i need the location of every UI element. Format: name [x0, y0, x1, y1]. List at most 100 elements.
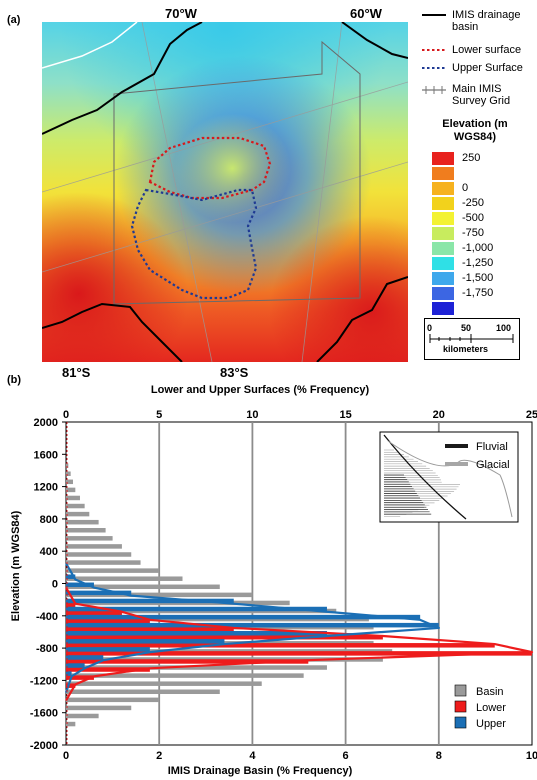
bar-basin	[66, 552, 132, 557]
bottom-tick-label: 4	[249, 750, 256, 762]
bar-basin	[66, 673, 304, 678]
legend-swatch-upper	[454, 716, 467, 729]
y-tick-label: 1600	[34, 449, 58, 461]
bar-basin	[66, 536, 113, 541]
elevation-swatch-label: -750	[462, 227, 485, 239]
elevation-swatch	[432, 287, 454, 300]
bar-upper	[66, 655, 104, 660]
lon-label-60w: 60°W	[350, 6, 382, 21]
elevation-swatch	[432, 212, 454, 225]
lat-label-83s: 83°S	[220, 365, 249, 380]
y-tick-label: -1200	[30, 675, 58, 687]
bar-lower	[66, 634, 383, 640]
scale-bar-box: 0 50 100 kilometers	[424, 318, 520, 360]
elevation-swatch-label: -1,750	[462, 287, 494, 299]
bottom-axis-title: IMIS Drainage Basin (% Frequency)	[167, 765, 353, 777]
bar-upper	[66, 590, 132, 596]
bar-basin	[66, 665, 327, 670]
bar-basin	[66, 592, 253, 598]
bar-basin	[66, 544, 122, 549]
lat-label-81s: 81°S	[62, 365, 91, 380]
legend-label-basin: Basin	[476, 686, 504, 698]
bar-lower	[66, 626, 234, 632]
legend-label-lower: Lower	[476, 702, 506, 714]
bar-basin	[66, 721, 76, 727]
elevation-swatch-label: -1,250	[462, 257, 494, 269]
bottom-tick-label: 10	[526, 750, 537, 762]
bar-lower	[66, 683, 76, 688]
bar-upper	[66, 639, 225, 644]
legend-swatch-basin	[454, 684, 467, 697]
top-tick-label: 5	[156, 409, 162, 421]
elevation-swatch	[432, 257, 454, 270]
bar-lower	[66, 618, 150, 624]
bar-upper	[66, 622, 439, 628]
lon-label-70w: 70°W	[165, 6, 197, 21]
bar-basin	[66, 463, 69, 468]
y-tick-label: -1600	[30, 708, 58, 720]
inset-glacial-curve	[387, 440, 513, 518]
bar-lower	[66, 651, 532, 656]
bar-upper	[66, 630, 327, 636]
scale-tick-100: 100	[496, 323, 512, 333]
bar-basin	[66, 560, 141, 565]
bar-basin	[66, 689, 220, 695]
bar-upper	[66, 647, 150, 652]
bar-upper	[66, 574, 76, 579]
bar-upper	[66, 598, 234, 604]
elevation-swatch-label: 250	[462, 152, 481, 164]
y-tick-label: -2000	[30, 740, 58, 752]
elevation-swatch	[432, 197, 454, 210]
scale-unit: kilometers	[443, 344, 489, 354]
elevation-swatch	[432, 242, 454, 255]
bar-basin	[66, 576, 183, 581]
bar-lower	[66, 675, 94, 680]
scale-tick-50: 50	[461, 323, 472, 333]
bar-lower	[66, 667, 150, 672]
bar-basin	[66, 511, 90, 517]
bar-upper	[66, 663, 85, 668]
bar-upper	[66, 606, 327, 612]
top-tick-label: 15	[339, 409, 351, 421]
elevation-swatch-label: -1,500	[462, 272, 494, 284]
y-tick-label: -800	[36, 643, 58, 655]
scale-tick-0: 0	[427, 323, 433, 333]
bottom-tick-label: 0	[63, 750, 69, 762]
panel-a-label: (a)	[7, 14, 21, 26]
bottom-tick-label: 2	[156, 750, 162, 762]
bar-basin	[66, 503, 85, 509]
legend-basin-label: IMIS drainage basin	[452, 9, 521, 33]
elevation-swatch	[432, 182, 454, 195]
y-tick-label: 400	[40, 546, 58, 558]
legend-swatch-lower	[454, 700, 467, 713]
frequency-chart: 0 2 4 6 8 10 0 5 10 15 20 25 2000 1600 1200 800 400 0 -400…	[30, 409, 537, 762]
top-tick-label: 20	[433, 409, 445, 421]
bar-basin	[66, 681, 262, 686]
y-tick-label: -400	[36, 611, 58, 623]
bar-lower	[66, 659, 309, 664]
elevation-map	[42, 22, 408, 362]
elevation-swatch	[432, 152, 454, 165]
inset-legend-label-fluvial: Fluvial	[476, 441, 508, 453]
elevation-swatch	[432, 227, 454, 240]
bar-lower	[66, 643, 495, 648]
elevation-swatch	[432, 167, 454, 180]
elevation-swatch	[432, 302, 454, 315]
inset-legend-label-glacial: Glacial	[476, 459, 510, 471]
bar-basin	[66, 584, 220, 590]
elevation-swatch-label: -250	[462, 197, 485, 209]
bar-basin	[66, 471, 71, 476]
bar-basin	[66, 568, 160, 573]
panel-b-label: (b)	[7, 374, 22, 386]
bar-basin	[66, 495, 80, 501]
bar-upper	[66, 614, 421, 620]
y-tick-label: 800	[40, 514, 58, 526]
bar-basin	[66, 487, 76, 493]
bar-upper	[66, 671, 72, 676]
elevation-swatch-label: -500	[462, 212, 485, 224]
legend-label-upper: Upper	[476, 718, 506, 730]
legend-lower-label: Lower surface	[452, 44, 522, 56]
top-axis-title: Lower and Upper Surfaces (% Frequency)	[150, 384, 370, 396]
map-legend-lines	[422, 14, 446, 94]
top-tick-label: 10	[246, 409, 258, 421]
